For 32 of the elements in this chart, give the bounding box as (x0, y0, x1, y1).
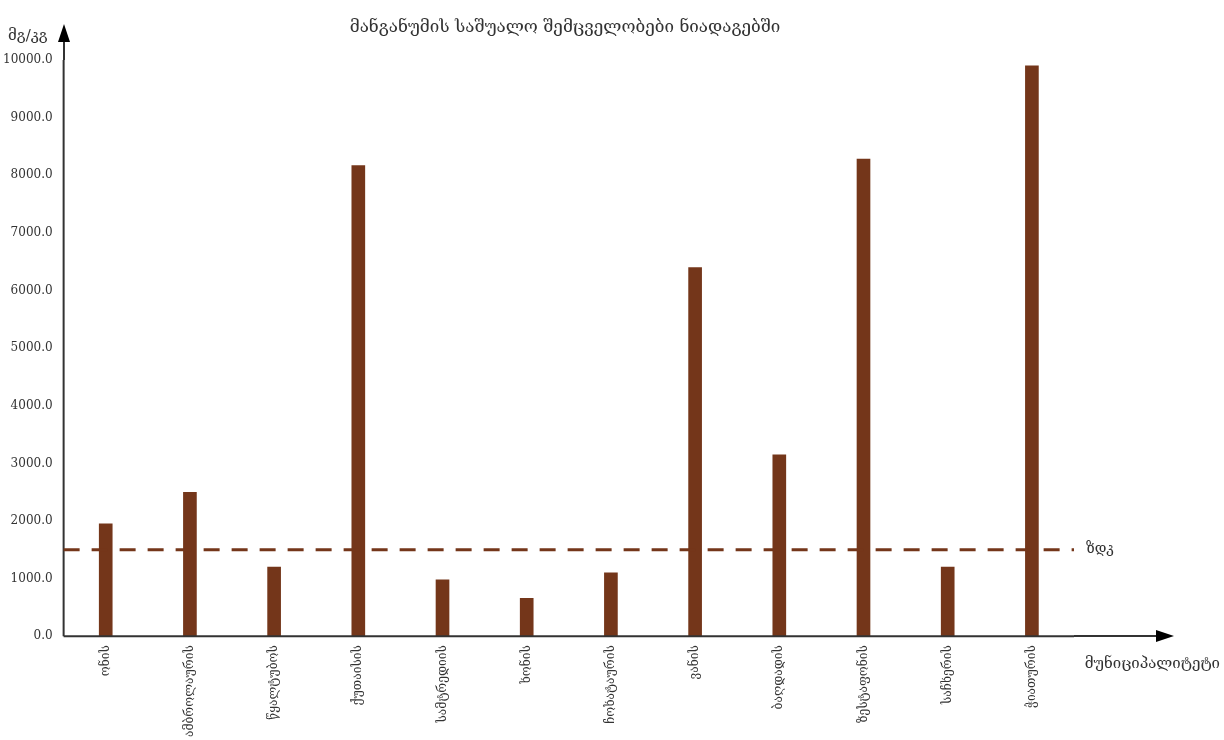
y-tick-label: 0.0 (33, 628, 53, 643)
bar (519, 597, 534, 637)
x-tick-label: ონის (96, 645, 112, 677)
x-tick-label: ხონის (517, 645, 533, 685)
bar (267, 566, 281, 637)
y-tick-label: 5000.0 (10, 340, 53, 355)
bar (604, 572, 618, 637)
y-tick-label: 2000.0 (10, 513, 53, 528)
y-tick-label: 6000.0 (10, 282, 53, 297)
chart-title: მანგანუმის საშუალო შემცველობები ნიადაგებში (349, 16, 781, 37)
x-tick-label: ქუთაისის (350, 645, 365, 706)
bar (940, 566, 955, 637)
x-tick-label: წყალტუბოს (266, 645, 281, 720)
x-tick-label: ზესტაფონის (854, 645, 870, 723)
y-tick-label: 8000.0 (10, 167, 53, 182)
x-tick-label: ბაღდადის (771, 645, 786, 710)
y-tick-label: 3000.0 (10, 455, 53, 470)
y-tick-label: 4000.0 (10, 397, 53, 412)
x-tick-label: ჭიათურის (1024, 645, 1039, 708)
x-tick-label: სამტრედიის (434, 645, 449, 724)
ref-line-label: ზდკ (1086, 540, 1114, 557)
y-tick-label: 1000.0 (10, 570, 53, 585)
x-tick-label: ვანის (686, 645, 702, 680)
x-axis-title: მუნიციპალიტეტი (1084, 654, 1220, 673)
y-tick-label: 7000.0 (10, 225, 53, 240)
x-tick-label: ჩოხატაურის (603, 645, 618, 724)
x-tick-label: ამბროლაურის (182, 645, 197, 737)
bar (435, 579, 450, 637)
y-axis-title: მგ/კგ (8, 25, 48, 44)
x-tick-label: საჩხერის (939, 645, 954, 706)
y-tick-label: 9000.0 (10, 109, 53, 124)
y-tick-label: 10000.0 (3, 52, 53, 67)
